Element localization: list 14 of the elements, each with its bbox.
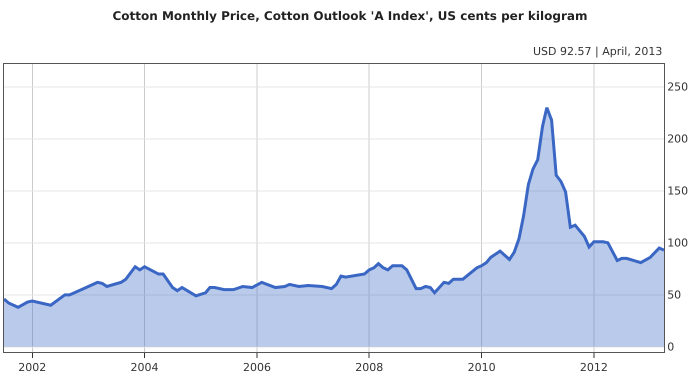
x-tick-label: 2010 (468, 361, 496, 374)
y-tick-label: 150 (667, 184, 688, 198)
x-tick-label: 2008 (355, 361, 384, 374)
y-tick-label: 250 (667, 80, 688, 94)
x-tick-label: 2012 (580, 361, 608, 374)
y-tick-label: 200 (667, 132, 688, 146)
x-tick-label: 2006 (242, 361, 271, 374)
y-tick-label: 50 (667, 288, 682, 302)
text: USD 92.57 | April, 2013 (533, 45, 662, 58)
chart-title: Cotton Monthly Price, Cotton Outlook 'A Index', US cents per kilogram (112, 8, 588, 23)
x-tick-label: 2004 (130, 361, 159, 374)
y-tick-label: 100 (667, 236, 688, 250)
x-tick-label: 2002 (18, 361, 46, 374)
y-tick-label: 0 (667, 340, 674, 354)
